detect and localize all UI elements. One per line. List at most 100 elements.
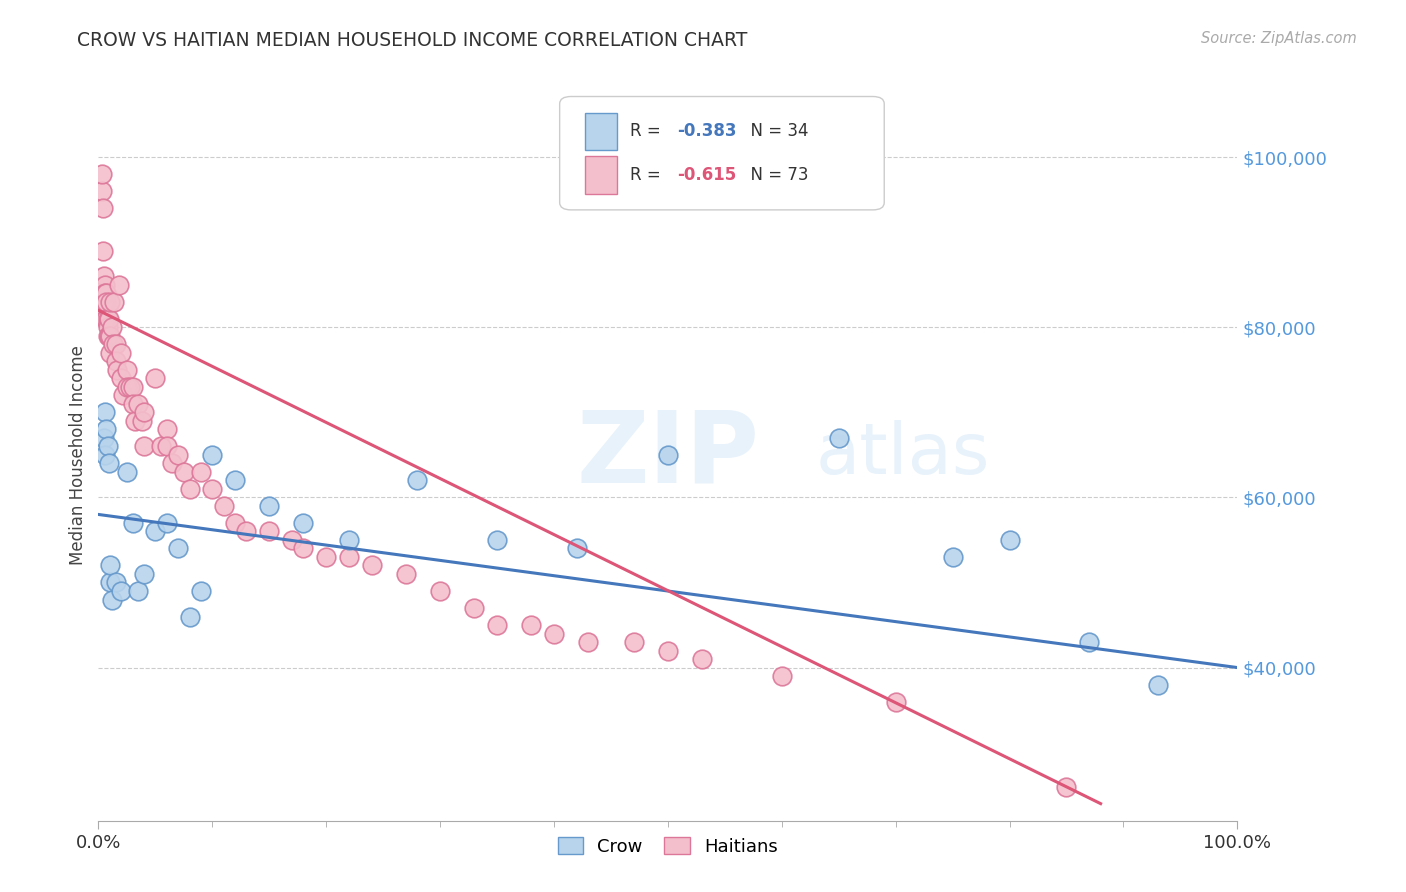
Point [463, 601, 485, 615]
Point [127, 584, 149, 599]
Point [112, 388, 135, 402]
Point [623, 635, 645, 649]
Point [132, 566, 155, 581]
Point [224, 516, 246, 530]
Point [406, 474, 429, 488]
Point [91, 244, 114, 258]
FancyBboxPatch shape [585, 156, 617, 194]
Point [395, 566, 418, 581]
Point [657, 643, 679, 657]
Point [132, 405, 155, 419]
Point [105, 363, 128, 377]
Point [101, 592, 124, 607]
Point [104, 354, 127, 368]
FancyBboxPatch shape [560, 96, 884, 210]
Point [96, 286, 118, 301]
Point [337, 549, 360, 564]
Point [104, 575, 127, 590]
Point [93, 431, 115, 445]
Point [145, 371, 167, 385]
Point [93, 294, 115, 309]
Point [94, 405, 117, 419]
Point [90, 167, 112, 181]
Point [1146, 677, 1168, 691]
Point [98, 558, 121, 573]
Point [486, 533, 509, 547]
Point [97, 329, 120, 343]
Point [121, 397, 143, 411]
Point [224, 474, 246, 488]
Point [94, 311, 117, 326]
Point [162, 457, 184, 471]
Point [121, 380, 143, 394]
Point [259, 499, 281, 513]
Point [1078, 635, 1101, 649]
Point [942, 549, 965, 564]
Point [565, 541, 588, 556]
Point [94, 286, 117, 301]
Point [150, 439, 173, 453]
Point [173, 465, 195, 479]
Point [93, 269, 115, 284]
Point [520, 618, 543, 632]
Point [1054, 780, 1078, 794]
Point [201, 448, 224, 462]
Point [167, 541, 190, 556]
Point [360, 558, 382, 573]
Point [90, 184, 112, 198]
Point [93, 286, 115, 301]
Text: -0.615: -0.615 [676, 166, 737, 184]
Text: R =: R = [630, 166, 666, 184]
Point [115, 380, 138, 394]
Point [156, 516, 179, 530]
Point [337, 533, 360, 547]
Point [657, 448, 679, 462]
Point [98, 329, 121, 343]
Point [96, 329, 118, 343]
Point [121, 516, 143, 530]
Point [96, 439, 118, 453]
Point [292, 541, 315, 556]
Point [132, 439, 155, 453]
Point [167, 448, 190, 462]
Y-axis label: Median Household Income: Median Household Income [69, 345, 87, 565]
Point [292, 516, 315, 530]
Point [998, 533, 1021, 547]
Point [110, 584, 132, 599]
Point [115, 465, 138, 479]
Point [201, 482, 224, 496]
Text: -0.383: -0.383 [676, 122, 737, 140]
Point [96, 311, 118, 326]
Point [127, 397, 149, 411]
Point [179, 482, 201, 496]
Legend: Crow, Haitians: Crow, Haitians [551, 830, 785, 863]
Point [96, 294, 118, 309]
Point [179, 609, 201, 624]
Point [103, 337, 125, 351]
Point [91, 201, 114, 215]
Point [884, 695, 907, 709]
Point [486, 618, 509, 632]
Point [104, 337, 127, 351]
Point [98, 346, 121, 360]
Point [156, 422, 179, 436]
Point [315, 549, 337, 564]
Point [103, 294, 125, 309]
Point [120, 380, 142, 394]
Point [96, 311, 118, 326]
Point [190, 584, 212, 599]
Point [828, 431, 851, 445]
Point [94, 448, 117, 462]
Point [101, 320, 124, 334]
Point [110, 371, 132, 385]
Point [690, 652, 713, 666]
Point [212, 499, 235, 513]
Point [110, 346, 132, 360]
Point [259, 524, 281, 539]
Point [96, 320, 118, 334]
Point [190, 465, 212, 479]
Point [97, 457, 120, 471]
Point [145, 524, 167, 539]
Point [115, 363, 138, 377]
Point [97, 311, 120, 326]
